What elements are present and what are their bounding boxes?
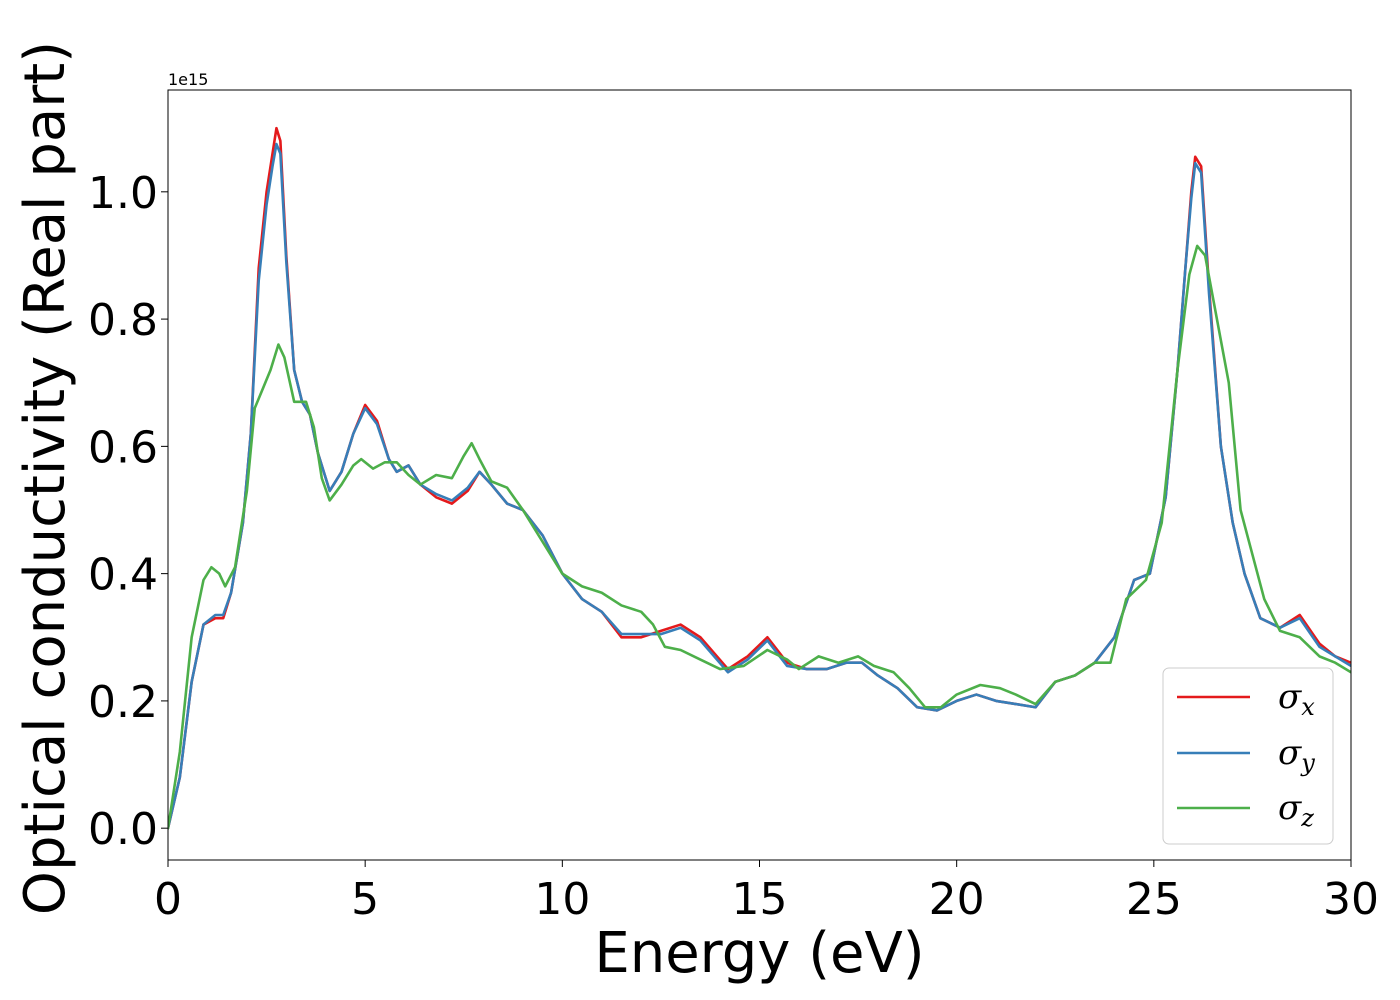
y-tick-label: 0.0 bbox=[88, 804, 158, 855]
series-line-z bbox=[168, 244, 1351, 830]
x-tick-label: 30 bbox=[1323, 874, 1379, 925]
x-tick-label: 20 bbox=[929, 874, 985, 925]
legend-frame bbox=[1162, 667, 1334, 845]
x-axis-title: Energy (eV) bbox=[594, 921, 924, 986]
y-axis: 0.0 0.2 0.4 0.6 0.8 1.0 bbox=[88, 168, 168, 855]
x-tick-label: 0 bbox=[154, 874, 182, 925]
y-offset-label: 1e15 bbox=[168, 70, 208, 89]
x-tick-label: 10 bbox=[534, 874, 590, 925]
y-tick-label: 0.6 bbox=[88, 422, 158, 473]
series-layer bbox=[168, 126, 1351, 830]
x-tick-label: 15 bbox=[732, 874, 788, 925]
y-axis-title: Optical conductivity (Real part) bbox=[13, 41, 78, 915]
y-tick-label: 0.2 bbox=[88, 677, 158, 728]
series-line-y bbox=[168, 142, 1351, 830]
x-tick-label: 25 bbox=[1126, 874, 1182, 925]
y-tick-label: 0.4 bbox=[88, 550, 158, 601]
y-tick-label: 0.8 bbox=[88, 295, 158, 346]
x-tick-label: 5 bbox=[351, 874, 379, 925]
x-axis: 0 5 10 15 20 25 30 bbox=[154, 860, 1379, 925]
y-tick-label: 1.0 bbox=[88, 168, 158, 219]
